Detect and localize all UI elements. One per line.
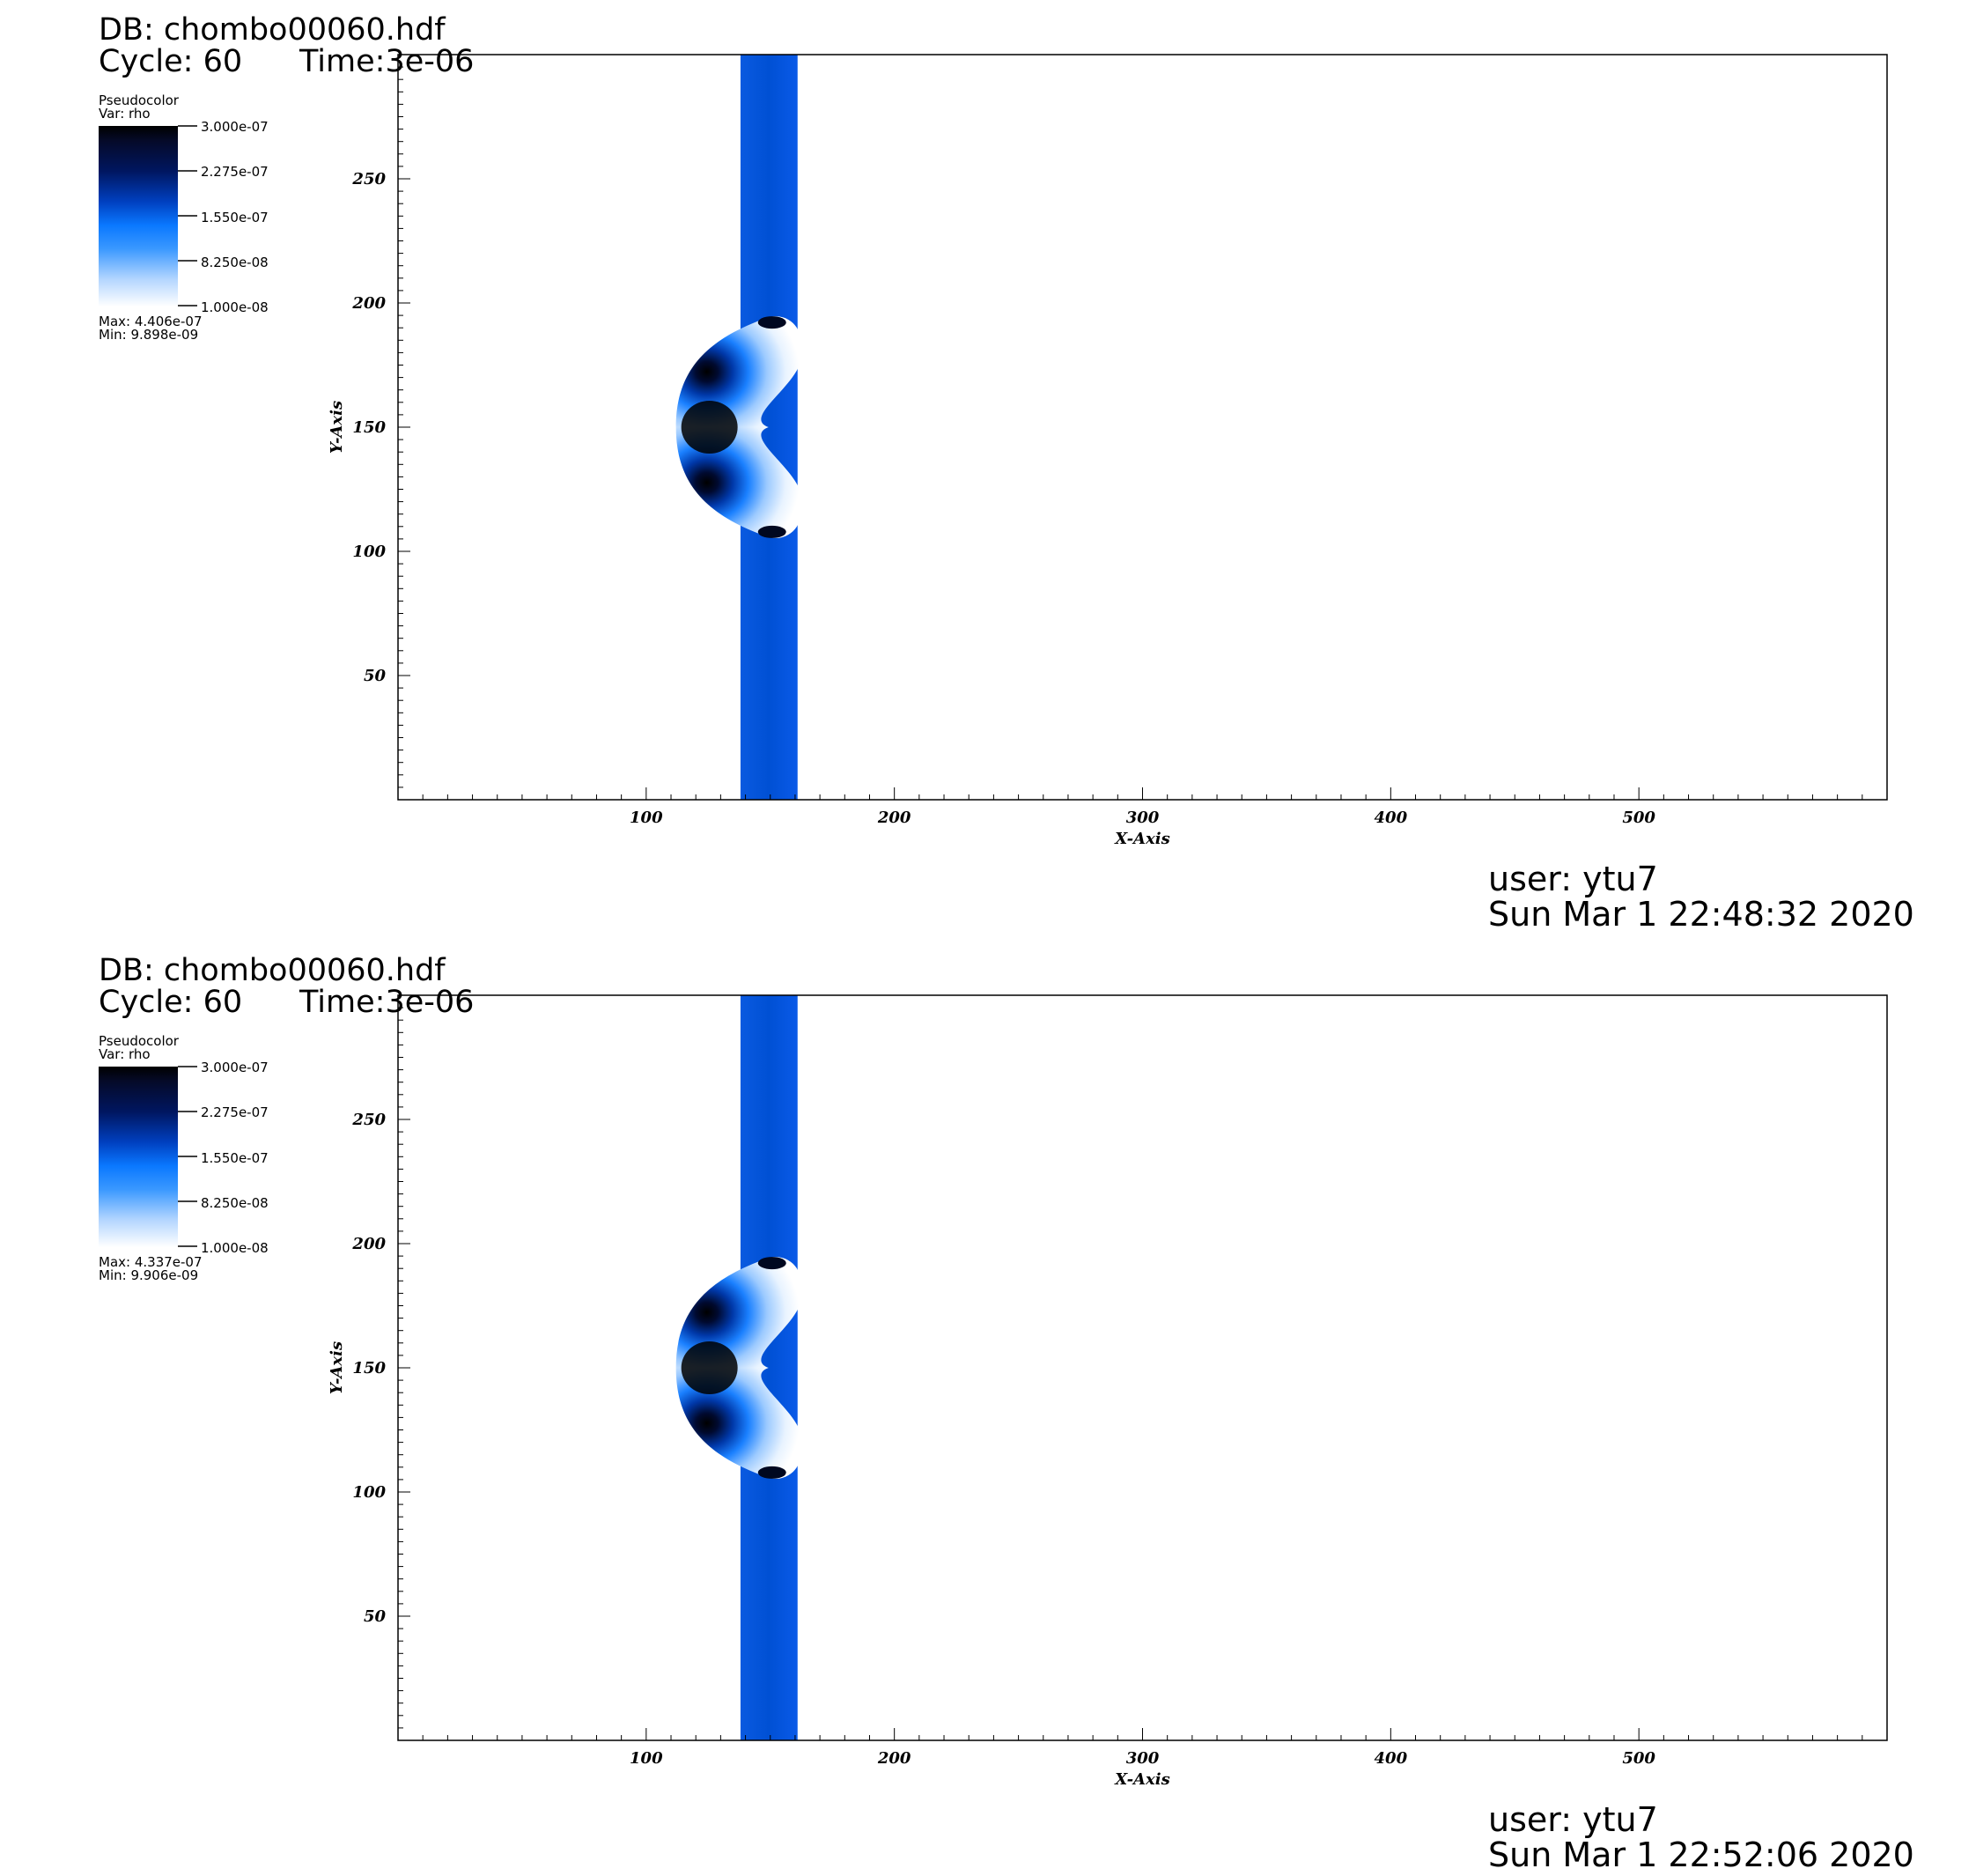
density-field bbox=[675, 995, 800, 1740]
y-tick-label: 250 bbox=[351, 1111, 386, 1129]
colorbar-tick: 1.000e-08 bbox=[201, 299, 269, 315]
colorbar-tick: 8.250e-08 bbox=[201, 255, 269, 270]
density-plot: 100 200 300 400 500 50 100 150 200 250 X-Axis Y-Axi… bbox=[328, 54, 1888, 848]
colorbar bbox=[99, 1067, 178, 1247]
cycle-label: Cycle: 60 bbox=[99, 985, 243, 1020]
y-tick-label: 50 bbox=[364, 1607, 387, 1626]
y-tick-label: 250 bbox=[351, 170, 386, 188]
density-core bbox=[681, 1341, 738, 1394]
x-tick-label: 400 bbox=[1375, 809, 1408, 827]
y-axis-title: Y-Axis bbox=[328, 401, 346, 454]
bubble-lower-lobe bbox=[675, 1368, 800, 1479]
y-tick-label: 150 bbox=[352, 418, 386, 437]
db-label: DB: chombo00060.hdf bbox=[99, 12, 446, 48]
colorbar-tick: 3.000e-07 bbox=[201, 119, 269, 135]
x-tick-label: 500 bbox=[1622, 1749, 1655, 1768]
legend-max: Max: 4.337e-07 bbox=[99, 1254, 203, 1270]
legend-var: Var: rho bbox=[99, 1046, 151, 1062]
bubble-upper-lobe bbox=[675, 316, 800, 427]
rim-lower bbox=[757, 525, 786, 538]
colorbar-tick: 3.000e-07 bbox=[201, 1060, 269, 1075]
time-label: Time:3e-06 bbox=[299, 44, 475, 79]
y-tick-label: 200 bbox=[351, 1235, 386, 1253]
colorbar-tick: 1.000e-08 bbox=[201, 1240, 269, 1256]
user-label: user: ytu7 bbox=[1488, 860, 1658, 898]
x-axis-title: X-Axis bbox=[1114, 830, 1169, 848]
colorbar-tick: 1.550e-07 bbox=[201, 1150, 269, 1166]
x-tick-label: 300 bbox=[1126, 1749, 1160, 1768]
timestamp-label: Sun Mar 1 22:48:32 2020 bbox=[1488, 895, 1914, 934]
colorbar-tick: 8.250e-08 bbox=[201, 1195, 269, 1211]
colorbar-tick: 2.275e-07 bbox=[201, 164, 269, 180]
cycle-label: Cycle: 60 bbox=[99, 44, 243, 79]
x-tick-label: 300 bbox=[1126, 809, 1160, 827]
x-tick-label: 200 bbox=[877, 809, 911, 827]
x-tick-label: 100 bbox=[630, 809, 663, 827]
x-tick-label: 100 bbox=[630, 1749, 663, 1768]
y-tick-label: 200 bbox=[351, 294, 386, 313]
legend-min: Min: 9.906e-09 bbox=[99, 1267, 199, 1283]
y-tick-label: 100 bbox=[352, 543, 386, 561]
time-label: Time:3e-06 bbox=[299, 985, 475, 1020]
legend-plot-type: Pseudocolor bbox=[99, 1033, 179, 1049]
density-core bbox=[681, 401, 738, 454]
plot-frame bbox=[397, 994, 1888, 1741]
density-plot: 100 200 300 400 500 50 100 150 200 250 X-Axis Y-Axi… bbox=[328, 994, 1888, 1789]
colorbar-tick: 1.550e-07 bbox=[201, 210, 269, 225]
x-tick-label: 400 bbox=[1375, 1749, 1408, 1768]
colorbar-tick: 2.275e-07 bbox=[201, 1104, 269, 1120]
y-tick-label: 100 bbox=[352, 1483, 386, 1502]
colorbar bbox=[99, 126, 178, 307]
rim-upper bbox=[757, 1257, 786, 1270]
x-tick-label: 200 bbox=[877, 1749, 911, 1768]
timestamp-label: Sun Mar 1 22:52:06 2020 bbox=[1488, 1835, 1914, 1874]
legend-plot-type: Pseudocolor bbox=[99, 92, 179, 108]
user-label: user: ytu7 bbox=[1488, 1800, 1658, 1839]
legend-max: Max: 4.406e-07 bbox=[99, 314, 203, 329]
colorbar-tick-marks bbox=[178, 125, 197, 307]
x-axis-title: X-Axis bbox=[1114, 1770, 1169, 1789]
density-field bbox=[675, 55, 800, 800]
x-tick-label: 500 bbox=[1622, 809, 1655, 827]
rim-upper bbox=[757, 316, 786, 329]
plot-frame bbox=[397, 54, 1888, 801]
bubble-upper-lobe bbox=[675, 1257, 800, 1368]
y-axis-title: Y-Axis bbox=[328, 1341, 346, 1394]
rim-lower bbox=[757, 1466, 786, 1479]
legend-var: Var: rho bbox=[99, 106, 151, 122]
y-tick-label: 50 bbox=[364, 667, 387, 685]
legend-min: Min: 9.898e-09 bbox=[99, 327, 199, 343]
y-tick-label: 150 bbox=[352, 1359, 386, 1377]
bubble-lower-lobe bbox=[675, 427, 800, 538]
db-label: DB: chombo00060.hdf bbox=[99, 953, 446, 988]
plot-window-2: DB: chombo00060.hdf Cycle: 60 Time:3e-06… bbox=[0, 941, 1976, 1876]
plot-window-1: DB: chombo00060.hdf Cycle: 60 Time:3e-06… bbox=[0, 0, 1976, 935]
colorbar-tick-marks bbox=[178, 1066, 197, 1247]
